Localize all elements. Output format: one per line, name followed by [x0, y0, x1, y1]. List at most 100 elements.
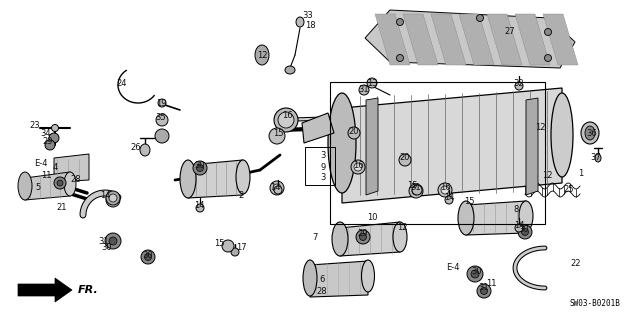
Ellipse shape	[351, 160, 365, 174]
Text: 24: 24	[116, 79, 127, 88]
Text: 32: 32	[514, 79, 524, 88]
Ellipse shape	[196, 204, 204, 212]
Polygon shape	[375, 14, 410, 65]
Text: 11: 11	[41, 172, 51, 181]
Ellipse shape	[438, 183, 452, 197]
Text: 25: 25	[564, 186, 574, 195]
Text: 9: 9	[321, 164, 326, 173]
Ellipse shape	[519, 201, 533, 231]
Text: 20: 20	[400, 153, 410, 162]
Text: 28: 28	[70, 175, 81, 184]
Ellipse shape	[274, 108, 298, 132]
Text: 10: 10	[367, 213, 377, 222]
Ellipse shape	[64, 172, 76, 196]
Polygon shape	[342, 88, 562, 203]
Text: 12: 12	[257, 50, 268, 60]
Ellipse shape	[458, 201, 474, 235]
Ellipse shape	[397, 55, 403, 62]
Text: 35: 35	[156, 114, 166, 122]
Ellipse shape	[551, 93, 573, 177]
Ellipse shape	[106, 191, 120, 205]
Ellipse shape	[156, 114, 168, 126]
Ellipse shape	[196, 165, 204, 172]
Text: 36: 36	[587, 129, 597, 137]
Text: 2: 2	[238, 191, 244, 201]
Ellipse shape	[193, 161, 207, 175]
Text: 17: 17	[236, 243, 246, 253]
Ellipse shape	[51, 124, 58, 131]
Ellipse shape	[109, 194, 117, 202]
Ellipse shape	[109, 196, 117, 204]
Polygon shape	[340, 222, 400, 256]
Ellipse shape	[471, 270, 479, 278]
Text: 28: 28	[317, 287, 327, 296]
Ellipse shape	[522, 228, 529, 235]
Ellipse shape	[273, 184, 281, 192]
Text: 19: 19	[156, 100, 166, 108]
Text: 14: 14	[100, 191, 110, 201]
Ellipse shape	[360, 234, 367, 241]
Text: 30: 30	[518, 226, 529, 234]
Text: 14: 14	[444, 192, 454, 202]
Ellipse shape	[595, 154, 601, 162]
Ellipse shape	[109, 237, 117, 245]
Text: 6: 6	[319, 275, 324, 284]
Ellipse shape	[445, 196, 453, 204]
Polygon shape	[543, 14, 578, 65]
Ellipse shape	[481, 287, 488, 294]
Text: 5: 5	[35, 183, 40, 192]
Polygon shape	[310, 261, 368, 297]
Polygon shape	[365, 10, 575, 68]
Ellipse shape	[477, 284, 491, 298]
Text: 31: 31	[411, 183, 421, 192]
Text: 4: 4	[52, 164, 58, 173]
Ellipse shape	[106, 193, 120, 207]
Text: 3: 3	[320, 152, 326, 160]
Polygon shape	[18, 278, 72, 302]
Text: 12: 12	[397, 224, 407, 233]
Bar	[330, 82, 545, 224]
Text: 33: 33	[303, 11, 314, 19]
Text: 29: 29	[43, 137, 53, 145]
Ellipse shape	[354, 163, 362, 171]
Polygon shape	[487, 14, 522, 65]
Ellipse shape	[180, 160, 196, 198]
Ellipse shape	[518, 225, 532, 239]
Ellipse shape	[412, 187, 420, 195]
Polygon shape	[526, 98, 538, 195]
Ellipse shape	[356, 230, 370, 244]
Text: 11: 11	[486, 278, 496, 287]
Text: 37: 37	[591, 152, 602, 161]
Ellipse shape	[332, 222, 348, 256]
Ellipse shape	[515, 224, 523, 232]
Polygon shape	[431, 14, 466, 65]
Ellipse shape	[18, 172, 32, 200]
Polygon shape	[25, 172, 70, 200]
Ellipse shape	[545, 55, 552, 62]
Text: 12: 12	[541, 172, 552, 181]
Text: 20: 20	[349, 127, 359, 136]
Ellipse shape	[296, 17, 304, 27]
Ellipse shape	[362, 260, 374, 292]
Text: 15: 15	[407, 182, 417, 190]
Ellipse shape	[57, 180, 63, 186]
Ellipse shape	[270, 181, 284, 195]
Ellipse shape	[155, 129, 169, 143]
Text: 23: 23	[29, 121, 40, 130]
Ellipse shape	[545, 28, 552, 35]
Text: 31: 31	[479, 284, 490, 293]
Ellipse shape	[412, 185, 422, 195]
Text: E-4: E-4	[446, 263, 460, 272]
Text: 34: 34	[41, 130, 51, 138]
Ellipse shape	[141, 250, 155, 264]
Ellipse shape	[231, 248, 239, 256]
Ellipse shape	[269, 128, 285, 144]
Text: 16: 16	[353, 160, 364, 169]
Polygon shape	[459, 14, 494, 65]
Ellipse shape	[515, 82, 523, 90]
Text: 14: 14	[194, 201, 204, 210]
Text: E-4: E-4	[35, 159, 48, 167]
Ellipse shape	[359, 85, 369, 95]
Ellipse shape	[45, 140, 55, 150]
Ellipse shape	[441, 186, 449, 194]
